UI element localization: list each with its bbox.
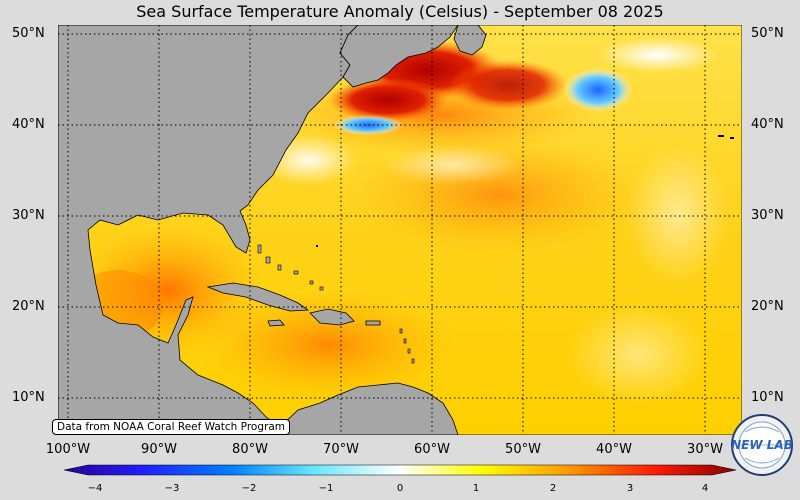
colorbar-tick: 1: [472, 483, 480, 494]
white-patch-sargasso: [383, 145, 523, 185]
lon-label-100w: 100°W: [45, 442, 91, 457]
lat-label-left-50: 50°N: [12, 26, 45, 41]
cool-patch-gulfstream: [333, 115, 403, 135]
colorbar-tick: −1: [318, 483, 334, 494]
colorbar-tick: −4: [87, 483, 103, 494]
labrador-land: [453, 25, 487, 56]
lat-label-left-40: 40°N: [12, 117, 45, 132]
colorbar-tick: 2: [549, 483, 557, 494]
lat-label-right-20: 20°N: [751, 299, 784, 314]
colorbar-canvas: [63, 464, 737, 476]
lon-label-60w: 60°W: [414, 442, 450, 457]
lon-label-70w: 70°W: [323, 442, 359, 457]
lon-label-50w: 50°W: [505, 442, 541, 457]
colorbar-tick: 3: [626, 483, 634, 494]
colorbar-tick: 4: [701, 483, 709, 494]
puerto-rico-land: [365, 320, 381, 326]
sst-anomaly-map: [58, 25, 742, 435]
lon-label-30w: 30°W: [687, 442, 723, 457]
colorbar-tick: −3: [164, 483, 180, 494]
nova-scotia-hot: [328, 78, 448, 122]
lon-label-40w: 40°W: [596, 442, 632, 457]
globe-logo-icon: NEW LAB: [731, 414, 793, 476]
azores-islands: [718, 135, 734, 139]
lat-label-right-10: 10°N: [751, 390, 784, 405]
lon-label-90w: 90°W: [141, 442, 177, 457]
caribbean-warm-patch: [198, 290, 458, 400]
white-patch-southeast: [568, 305, 708, 405]
grand-banks-hot: [448, 60, 568, 110]
newfoundland-land: [339, 25, 459, 88]
white-patch-east: [628, 145, 728, 285]
colorbar-ramp: [63, 464, 737, 476]
cool-patch-northeast: [563, 68, 633, 112]
cuba-land: [206, 282, 310, 312]
map-title: Sea Surface Temperature Anomaly (Celsius…: [136, 2, 664, 21]
lat-label-left-30: 30°N: [12, 208, 45, 223]
lesser-antilles: [399, 328, 415, 364]
colorbar: [58, 462, 742, 478]
lat-label-right-30: 30°N: [751, 208, 784, 223]
north-america-land: [58, 25, 359, 435]
lat-label-left-10: 10°N: [12, 390, 45, 405]
data-credit-label: Data from NOAA Coral Reef Watch Program: [52, 419, 290, 435]
graticule: [58, 25, 742, 435]
cool-patch-north: [598, 37, 718, 73]
logo-text: NEW LAB: [731, 438, 793, 452]
lat-label-left-20: 20°N: [12, 299, 45, 314]
lat-label-right-50: 50°N: [751, 26, 784, 41]
bahamas-islands: [257, 244, 324, 291]
bermuda-island: [316, 245, 318, 247]
jamaica-land: [267, 319, 285, 327]
lat-label-right-40: 40°N: [751, 117, 784, 132]
south-america-land: [279, 382, 459, 435]
lon-label-80w: 80°W: [232, 442, 268, 457]
hispaniola-land: [309, 308, 355, 326]
colorbar-tick: 0: [396, 483, 404, 494]
map-canvas: [58, 25, 742, 435]
colorbar-tick: −2: [241, 483, 257, 494]
